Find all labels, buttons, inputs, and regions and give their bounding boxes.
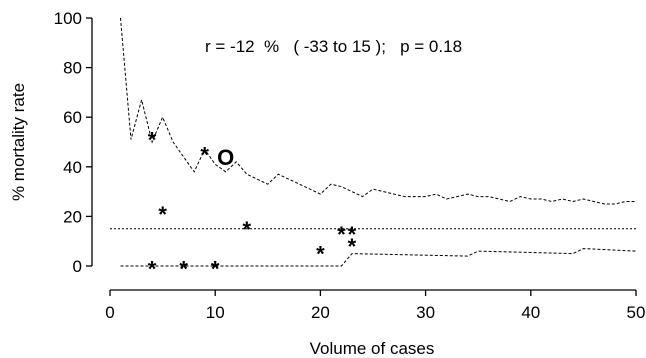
- upper-limit-line: [120, 17, 636, 205]
- data-point-star: *: [148, 128, 157, 153]
- y-tick-label: 60: [63, 108, 82, 127]
- data-point-star: *: [179, 257, 188, 282]
- data-point-star: *: [316, 242, 325, 267]
- x-tick-label: 40: [521, 303, 540, 322]
- x-tick-label: 50: [627, 303, 646, 322]
- x-tick-label: 0: [105, 303, 114, 322]
- x-tick-label: 10: [206, 303, 225, 322]
- data-point-star: *: [148, 257, 157, 282]
- y-tick-label: 80: [63, 59, 82, 78]
- data-point-star: *: [158, 202, 167, 227]
- y-tick-label: 40: [63, 158, 82, 177]
- data-point-star: *: [242, 217, 251, 242]
- x-tick-label: 30: [416, 303, 435, 322]
- data-point-star: *: [200, 142, 209, 167]
- data-point-star: *: [211, 257, 220, 282]
- lower-limit-line: [120, 248, 637, 267]
- data-point-star: *: [337, 222, 346, 247]
- x-axis-title: Volume of cases: [310, 339, 435, 358]
- data-point-circle: O: [217, 145, 234, 170]
- data-point-star: *: [348, 234, 357, 259]
- y-tick-label: 20: [63, 207, 82, 226]
- x-tick-label: 20: [311, 303, 330, 322]
- y-tick-label: 100: [54, 9, 82, 28]
- plot-lines: [110, 17, 637, 267]
- x-axis: 0 10 20 30 40 50: [105, 289, 646, 322]
- y-tick-label: 0: [73, 257, 82, 276]
- stats-annotation: r = -12 % ( -33 to 15 ); p = 0.18: [205, 37, 462, 56]
- data-point-star: *: [348, 222, 357, 247]
- y-axis: 0 20 40 60 80 100: [54, 9, 93, 276]
- y-axis-title: % mortality rate: [9, 83, 28, 201]
- data-points: ** O** * **** * *: [148, 128, 357, 282]
